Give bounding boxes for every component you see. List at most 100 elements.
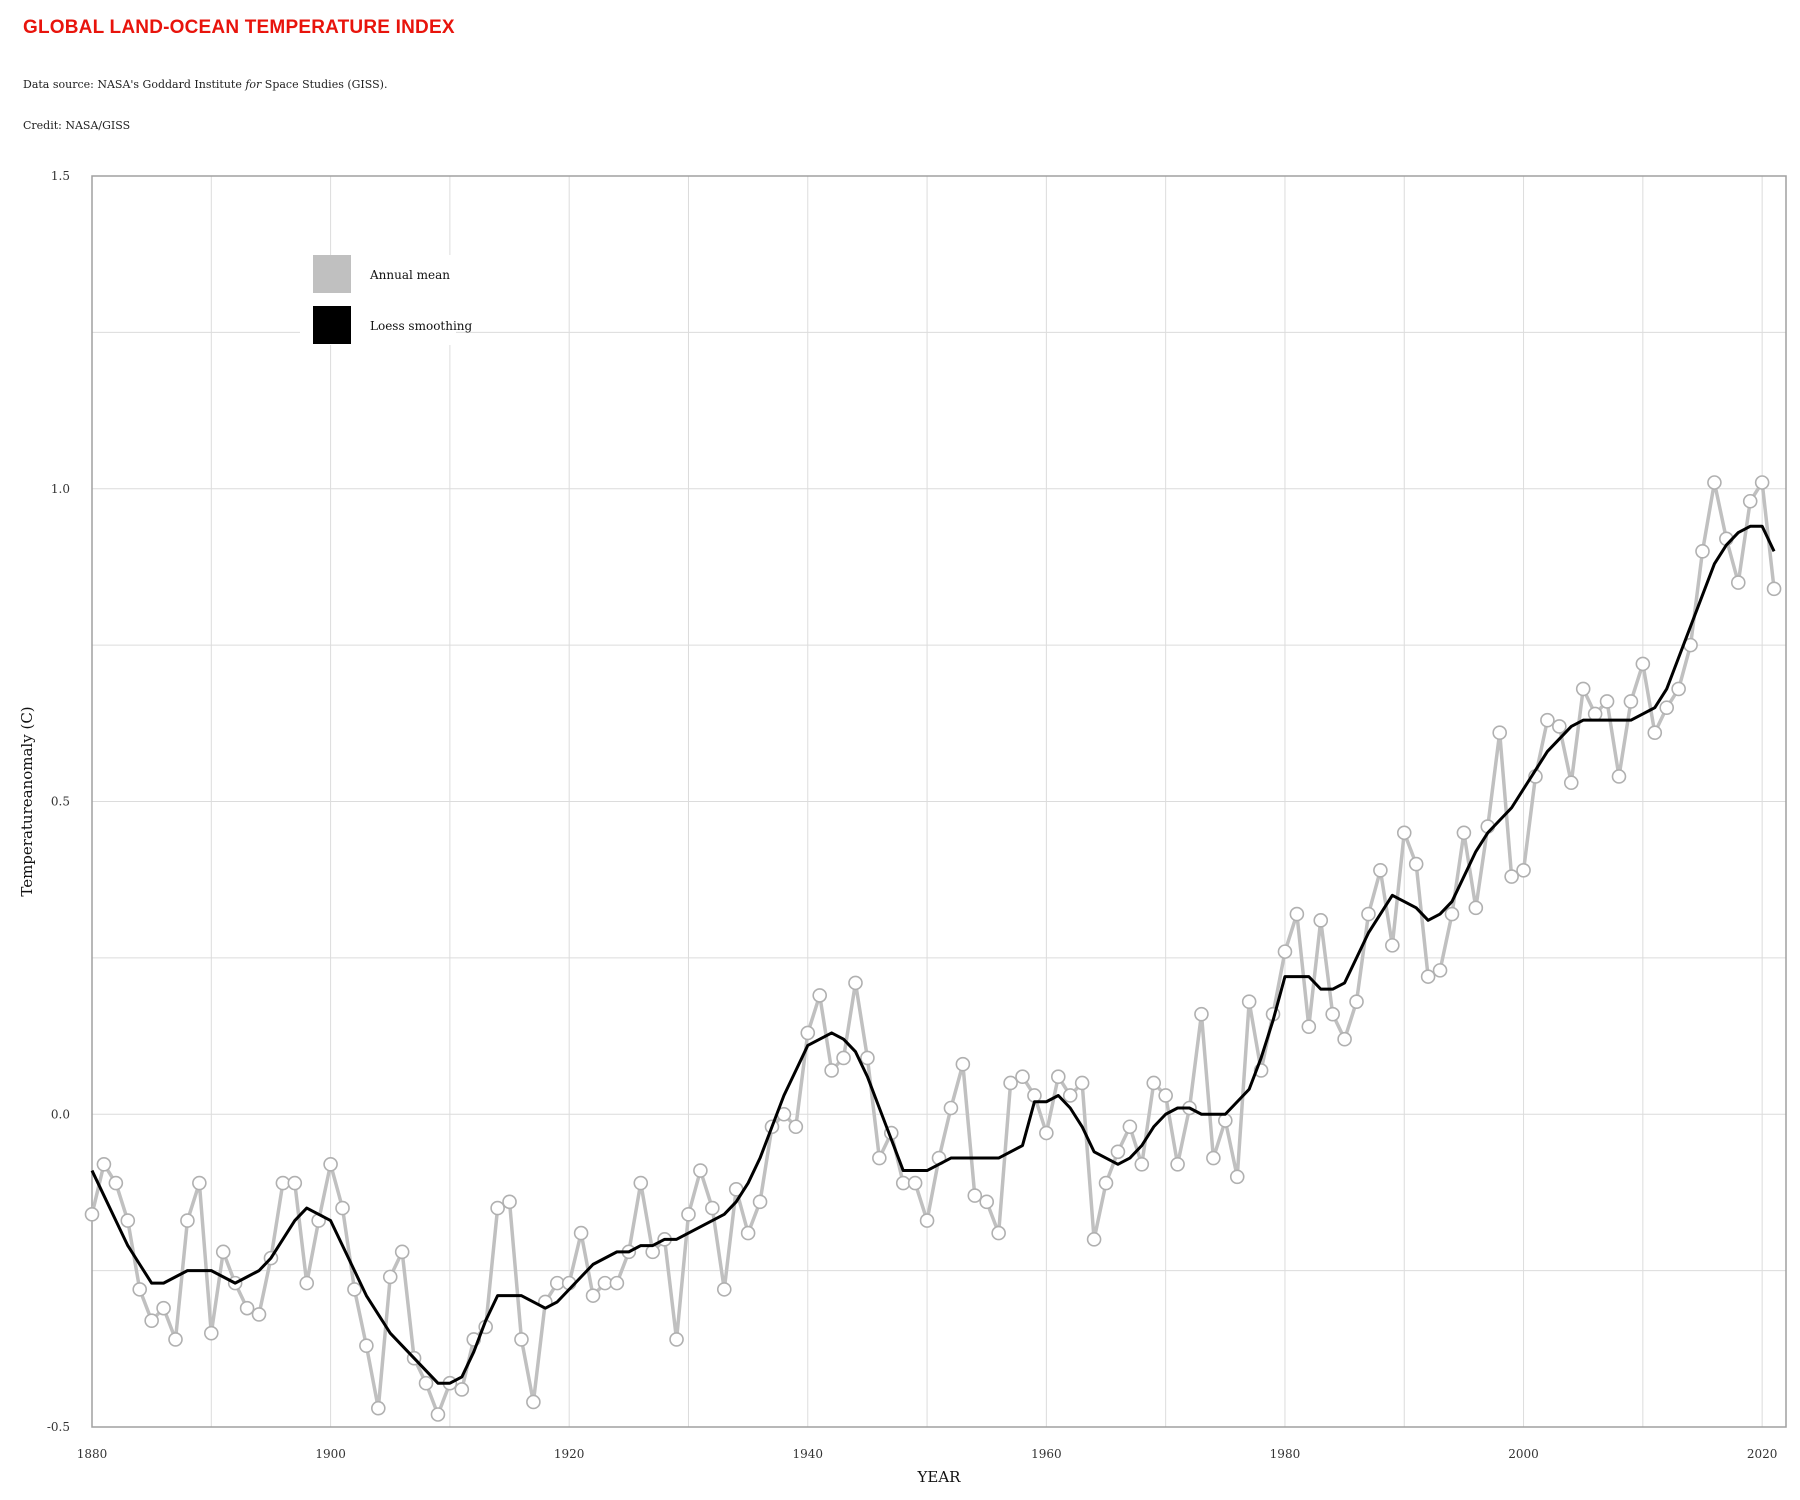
annual-mean-point: [645, 1244, 660, 1260]
annual-mean-point: [287, 1175, 303, 1191]
annual-mean-point: [1098, 1175, 1114, 1191]
annual-mean-point: [323, 1156, 338, 1172]
annual-mean-point: [371, 1400, 386, 1416]
annual-mean-point: [1456, 825, 1472, 841]
annual-mean-point: [1158, 1088, 1173, 1103]
annual-mean-point: [1170, 1156, 1185, 1172]
annual-mean-point: [1349, 994, 1364, 1009]
legend-swatch-annual: [313, 255, 351, 293]
annual-mean-point: [96, 1156, 112, 1172]
annual-mean-point: [203, 1325, 219, 1341]
data-source-italic: for: [245, 78, 262, 91]
series-loess-smoothing: [90, 524, 1776, 1385]
annual-mean-point: [192, 1175, 207, 1191]
annual-mean-point: [967, 1188, 983, 1203]
annual-mean-point: [1504, 869, 1519, 884]
annual-mean-point: [299, 1275, 315, 1291]
annual-mean-point: [705, 1200, 720, 1216]
annual-mean-point: [1146, 1075, 1162, 1091]
annual-mean-point: [848, 975, 863, 991]
annual-mean-point: [1563, 775, 1579, 791]
annual-mean-point: [1408, 856, 1424, 872]
annual-mean-point: [1552, 719, 1567, 734]
data-source-prefix: Data source: NASA's Goddard Institute: [23, 78, 246, 91]
annual-mean-point: [1647, 725, 1663, 740]
annual-mean-point: [609, 1275, 625, 1291]
annual-mean-point: [1611, 769, 1627, 784]
annual-mean-point: [1396, 825, 1412, 841]
annual-mean-point: [1707, 475, 1722, 490]
annual-mean-point: [1194, 1006, 1209, 1022]
annual-mean-point: [1062, 1088, 1078, 1103]
x-tick-label: 1920: [554, 1447, 585, 1461]
annual-mean-point: [573, 1225, 589, 1241]
y-tick-label: 1.5: [51, 169, 70, 183]
annual-mean-point: [1623, 694, 1639, 709]
annual-mean-point: [1540, 712, 1555, 728]
annual-mean-point: [1122, 1119, 1138, 1135]
annual-mean-point: [490, 1200, 505, 1216]
legend-label-annual: Annual mean: [369, 268, 450, 282]
annual-mean-point: [120, 1213, 136, 1228]
annual-mean-point: [1671, 681, 1686, 697]
annual-mean-point: [1730, 575, 1746, 590]
annual-mean-point: [1516, 863, 1531, 878]
annual-mean-point: [836, 1050, 851, 1066]
annual-mean-point: [454, 1382, 470, 1397]
annual-mean-point: [669, 1332, 684, 1347]
annual-mean-point: [1468, 900, 1484, 916]
legend: Annual mean Loess smoothing: [300, 255, 473, 345]
annual-mean-point: [860, 1050, 875, 1066]
annual-mean-point: [347, 1282, 362, 1297]
annual-mean-point: [1420, 969, 1436, 984]
annual-mean-point: [800, 1025, 816, 1041]
annual-mean-point: [585, 1288, 601, 1303]
annual-mean-point: [215, 1244, 231, 1260]
annual-mean-point: [1695, 543, 1710, 559]
y-tick-labels: -0.5 0.0 0.5 1.0 1.5: [47, 169, 70, 1434]
annual-mean-point: [812, 988, 828, 1003]
annual-mean-point: [895, 1175, 911, 1191]
y-axis-label: Temperatureanomaly (C): [18, 706, 36, 896]
x-axis-label: YEAR: [917, 1468, 962, 1486]
annual-mean-point: [1635, 656, 1651, 672]
annual-mean-point: [991, 1225, 1006, 1241]
legend-label-smoothing: Loess smoothing: [370, 319, 473, 333]
annual-mean-point: [1599, 694, 1615, 709]
credit-note: Credit: NASA/GISS: [23, 119, 131, 132]
annual-mean-point: [1432, 963, 1448, 978]
annual-mean-point: [1229, 1169, 1245, 1185]
annual-mean-point: [156, 1300, 171, 1316]
annual-mean-point: [168, 1332, 183, 1347]
annual-mean-point: [549, 1275, 565, 1291]
annual-mean-point: [716, 1282, 732, 1297]
plot-frame: [91, 175, 1787, 1428]
annual-mean-point: [1086, 1232, 1102, 1247]
annual-mean-point: [84, 1207, 100, 1222]
annual-mean-point: [693, 1163, 708, 1178]
annual-mean-point: [359, 1338, 374, 1353]
annual-mean-point: [1110, 1144, 1126, 1160]
annual-mean-point: [1444, 906, 1460, 922]
annual-mean-point: [1277, 944, 1293, 959]
annual-mean-point: [1766, 581, 1782, 597]
annual-mean-point: [740, 1225, 756, 1241]
data-source-note: Data source: NASA's Goddard Institute fo…: [23, 78, 387, 91]
annual-mean-point: [108, 1175, 124, 1191]
x-tick-label: 2000: [1508, 1447, 1539, 1461]
annual-mean-point: [1241, 994, 1257, 1009]
annual-mean-point: [1289, 906, 1305, 922]
annual-mean-point: [1313, 913, 1329, 928]
data-source-suffix: Space Studies (GISS).: [261, 78, 388, 91]
annual-mean-point: [1754, 475, 1770, 490]
annual-mean-point: [526, 1394, 541, 1410]
annual-mean-point: [132, 1282, 148, 1297]
annual-mean-point: [1206, 1150, 1221, 1166]
annual-mean-point: [1074, 1075, 1090, 1091]
annual-mean-point: [1659, 700, 1675, 715]
annual-mean-point: [1039, 1125, 1054, 1141]
annual-mean-point: [1373, 863, 1388, 878]
series-annual-mean: [84, 475, 1782, 1422]
y-tick-label: 1.0: [51, 482, 70, 496]
